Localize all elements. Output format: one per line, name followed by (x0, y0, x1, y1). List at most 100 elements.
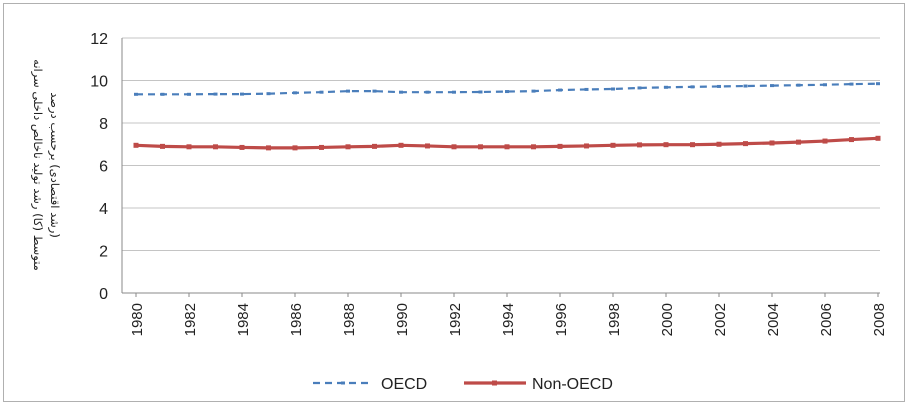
y-tick-label: 10 (90, 74, 108, 91)
data-point (345, 144, 351, 150)
data-point (160, 92, 165, 96)
data-point (664, 85, 668, 89)
legend-item-oecd: OECD (313, 376, 427, 393)
data-point (319, 90, 324, 94)
data-point (186, 144, 192, 150)
data-point (319, 144, 324, 150)
series-line (136, 82, 879, 96)
data-point (133, 142, 139, 148)
y-tick-label: 2 (99, 244, 108, 261)
data-point (611, 87, 615, 91)
x-tick-label: 1980 (129, 303, 146, 336)
x-tick-label: 2004 (765, 303, 782, 336)
data-point (505, 90, 509, 94)
y-axis-label-line: (رشد اقتصادی) برحسب درصد (47, 92, 62, 238)
data-point (558, 88, 562, 92)
data-point (398, 142, 404, 148)
legend-label: Non-OECD (532, 376, 613, 393)
data-point (743, 141, 748, 147)
series-non-oecd (133, 135, 881, 151)
data-point (610, 142, 616, 148)
data-point (266, 92, 271, 96)
data-point (796, 83, 801, 87)
legend: OECD Non-OECD (313, 376, 613, 393)
y-axis-label-line: متوسط (کا) رشد تولید ناخالص داخلی سرانه (30, 59, 45, 271)
data-point (213, 92, 218, 96)
data-point (293, 91, 297, 95)
data-point (240, 92, 244, 96)
data-point (346, 89, 350, 93)
x-tick-label: 2008 (871, 303, 888, 336)
legend-item-non-oecd: Non-OECD (464, 376, 613, 393)
data-point (822, 138, 828, 144)
x-tick-label: 2000 (659, 303, 676, 336)
y-tick-label: 0 (99, 286, 108, 303)
data-point (663, 142, 669, 148)
data-point (372, 89, 377, 93)
y-axis-label: متوسط (کا) رشد تولید ناخالص داخلی سرانه(… (30, 59, 62, 271)
axes (121, 38, 879, 297)
legend-marker (341, 381, 345, 385)
data-point (769, 140, 775, 146)
data-point (717, 84, 721, 88)
x-tick-label: 2002 (712, 303, 729, 336)
data-point (478, 144, 483, 150)
data-point (796, 139, 801, 145)
x-tick-label: 1994 (500, 303, 517, 336)
data-point (292, 145, 298, 151)
data-point (875, 135, 881, 141)
data-point (770, 84, 774, 88)
data-point (134, 92, 138, 96)
data-point (584, 143, 589, 149)
x-tick-label: 1990 (394, 303, 411, 336)
data-point (584, 87, 589, 91)
data-point (504, 144, 510, 150)
data-point (690, 85, 695, 89)
x-tick-label: 1992 (447, 303, 464, 336)
data-point (425, 90, 430, 94)
x-tick-label: 1996 (553, 303, 570, 336)
data-point (399, 90, 403, 94)
data-point (743, 84, 748, 88)
data-point (187, 92, 191, 96)
chart-frame (3, 3, 905, 402)
series-group (133, 82, 881, 151)
x-tick-label: 1998 (606, 303, 623, 336)
data-point (425, 143, 430, 149)
data-point (531, 144, 536, 150)
gridlines (122, 37, 880, 294)
data-point (452, 90, 456, 94)
legend-marker (492, 380, 497, 386)
series-oecd (134, 82, 880, 96)
legend-label: OECD (381, 376, 427, 393)
data-point (823, 83, 827, 87)
data-point (372, 143, 377, 149)
x-tick-labels: 1980 1982 1984 1986 1988 1990 1992 1994 1996 1998… (129, 303, 888, 336)
data-point (690, 142, 695, 148)
data-point (266, 145, 271, 151)
data-point (716, 141, 722, 147)
data-point (531, 89, 536, 93)
data-point (637, 142, 642, 148)
data-point (239, 144, 245, 150)
x-tick-label: 2006 (818, 303, 835, 336)
data-point (213, 144, 218, 150)
data-point (849, 137, 854, 143)
y-tick-label: 4 (99, 201, 108, 218)
y-tick-label: 12 (90, 31, 108, 48)
data-point (849, 82, 854, 86)
x-tick-label: 1984 (235, 303, 252, 336)
y-tick-labels: 0 2 4 6 8 10 12 (90, 31, 108, 303)
data-point (876, 82, 880, 86)
data-point (451, 144, 457, 150)
data-point (637, 86, 642, 90)
data-point (557, 143, 563, 149)
x-tick-label: 1982 (182, 303, 199, 336)
y-tick-label: 6 (99, 159, 108, 176)
data-point (160, 143, 165, 149)
x-tick-label: 1986 (288, 303, 305, 336)
y-tick-label: 8 (99, 116, 108, 133)
x-tick-label: 1988 (341, 303, 358, 336)
data-point (478, 90, 483, 94)
